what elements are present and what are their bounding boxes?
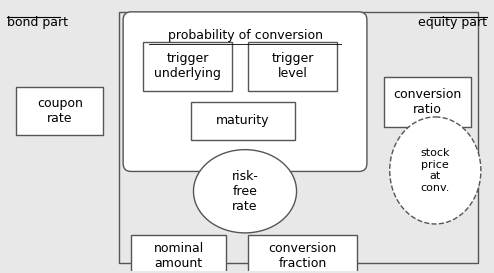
FancyBboxPatch shape [384, 77, 471, 127]
FancyBboxPatch shape [248, 235, 357, 273]
Ellipse shape [194, 150, 296, 233]
Text: trigger
underlying: trigger underlying [154, 52, 221, 81]
FancyBboxPatch shape [131, 235, 226, 273]
Text: conversion
fraction: conversion fraction [268, 242, 336, 270]
Text: trigger
level: trigger level [271, 52, 314, 81]
Ellipse shape [390, 117, 481, 224]
FancyBboxPatch shape [16, 87, 103, 135]
Text: equity part: equity part [418, 16, 487, 29]
Text: nominal
amount: nominal amount [154, 242, 204, 270]
Text: coupon
rate: coupon rate [37, 97, 82, 125]
FancyBboxPatch shape [119, 12, 478, 263]
Text: probability of conversion: probability of conversion [167, 29, 323, 42]
Text: bond part: bond part [7, 16, 68, 29]
FancyBboxPatch shape [123, 12, 367, 171]
FancyBboxPatch shape [248, 41, 337, 91]
Text: risk-
free
rate: risk- free rate [232, 170, 258, 213]
Text: conversion
ratio: conversion ratio [393, 88, 461, 116]
Text: maturity: maturity [216, 114, 269, 127]
Text: stock
price
at
conv.: stock price at conv. [420, 148, 450, 193]
FancyBboxPatch shape [143, 41, 232, 91]
FancyBboxPatch shape [191, 102, 294, 140]
